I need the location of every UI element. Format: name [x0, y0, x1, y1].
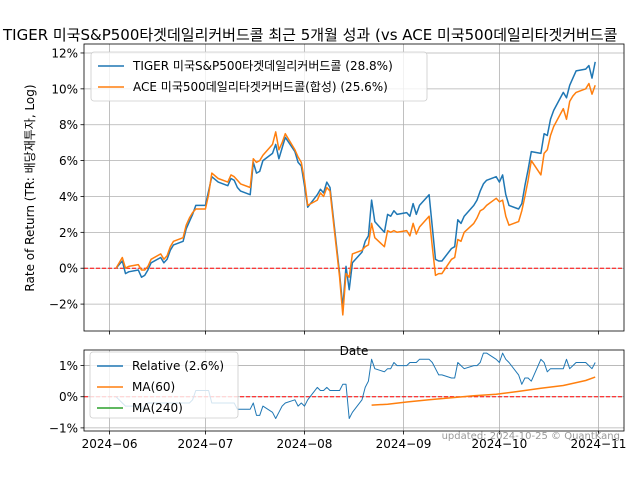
legend-label: MA(240): [132, 401, 183, 415]
x-tick-label: 2024−09: [376, 437, 432, 451]
returns-axes-frame: [83, 43, 625, 332]
y-tick-label: 0%: [59, 390, 78, 404]
relative-y-ticks: −1% 0% 1%: [49, 359, 84, 435]
legend-box: [90, 51, 428, 102]
returns-legend: TIGER 미국S&P500타겟데일리커버드콜 (28.8%) ACE 미국500…: [90, 51, 428, 102]
y-tick-label: 10%: [51, 82, 78, 96]
legend-label: Relative (2.6%): [132, 359, 224, 373]
y-tick-label: −1%: [49, 421, 78, 435]
y-tick-label: −2%: [49, 298, 78, 312]
x-tick-label: 2024−08: [277, 437, 333, 451]
chart-title: TIGER 미국S&P500타겟데일리커버드콜 최근 5개월 성과 (vs AC…: [2, 26, 617, 44]
y-tick-label: 0%: [59, 262, 78, 276]
relative-x-ticks: 2024−06 2024−07 2024−08 2024−09 2024−10 2024−…: [82, 431, 627, 451]
legend-box: [89, 351, 239, 419]
x-tick-label: 2024−10: [471, 437, 527, 451]
series-line: [115, 82, 596, 316]
relative-legend: Relative (2.6%) MA(60) MA(240): [89, 351, 239, 419]
x-tick-label: 2024−06: [82, 437, 138, 451]
legend-label: ACE 미국500데일리타겟커버드콜(합성) (25.6%): [133, 80, 388, 94]
y-tick-label: 6%: [59, 154, 78, 168]
returns-lines: [115, 61, 596, 316]
series-line: [371, 376, 596, 406]
x-tick-label: 2024−07: [177, 437, 233, 451]
x-tick-label: 2024−11: [571, 437, 627, 451]
returns-y-ticks: −2% 0% 2% 4% 6% 8% 10% 12%: [49, 46, 84, 312]
y-tick-label: 12%: [51, 46, 78, 60]
legend-label: MA(60): [132, 380, 175, 394]
returns-x-axis-label: Date: [340, 344, 369, 358]
footnote: updated: 2024-10-25 © QuantKang: [442, 431, 620, 442]
legend-label: TIGER 미국S&P500타겟데일리커버드콜 (28.8%): [132, 59, 393, 73]
returns-x-ticks: [109, 331, 599, 335]
y-tick-label: 1%: [59, 359, 78, 373]
y-tick-label: 8%: [59, 118, 78, 132]
returns-y-axis-label: Rate of Return (TR: 배당재투자, Log): [23, 84, 37, 291]
returns-panel: −2% 0% 2% 4% 6% 8% 10% 12% Rate of Return (TR: …: [23, 43, 625, 358]
y-tick-label: 2%: [59, 226, 78, 240]
relative-axes-frame: [83, 349, 625, 432]
series-line: [115, 61, 596, 309]
y-tick-label: 4%: [59, 190, 78, 204]
relative-panel: −1%0%1% 2024−06 2024−07 2024−08 2024−09 2024…: [49, 349, 627, 451]
